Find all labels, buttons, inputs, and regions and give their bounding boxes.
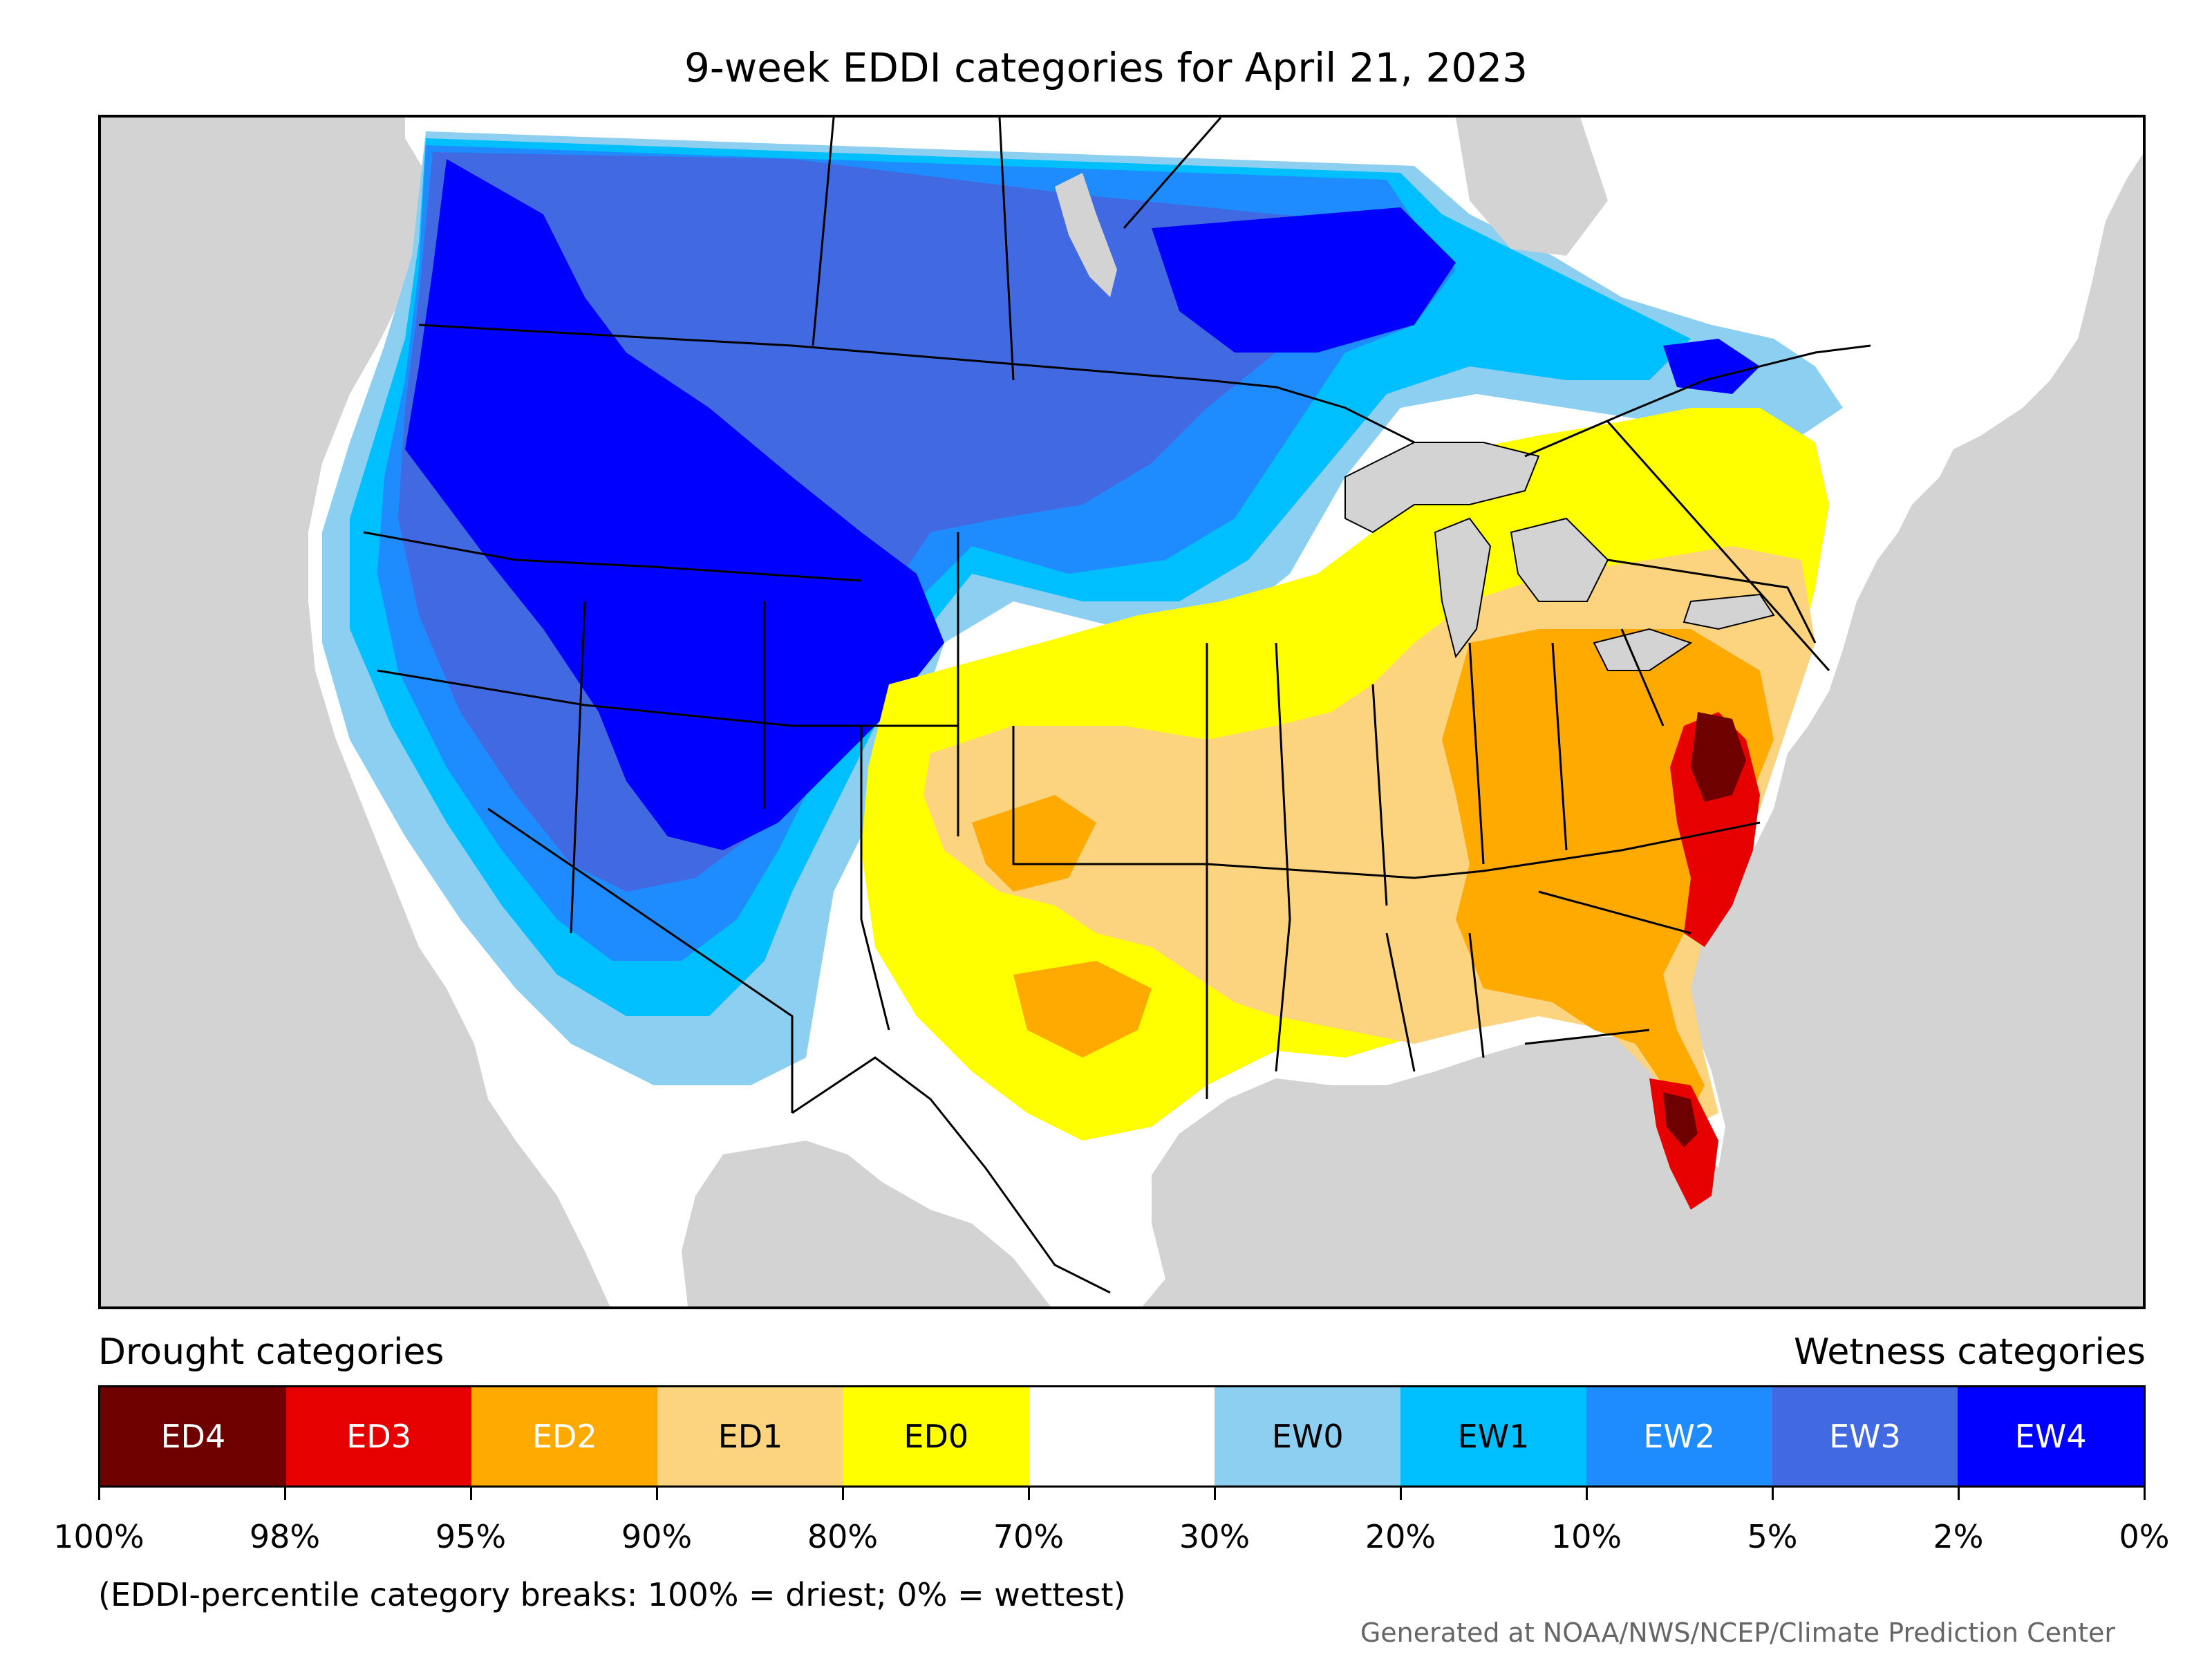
hudson-bay: [1456, 118, 1608, 256]
wetness-categories-label: Wetness categories: [1794, 1331, 2146, 1373]
eddi-map: [98, 115, 2146, 1309]
colorbar-tick-label: 95%: [435, 1518, 507, 1555]
ed2-region-plains: [972, 795, 1096, 892]
great-lakes: [1344, 442, 1775, 671]
colorbar-tick-label: 70%: [993, 1518, 1065, 1555]
credit-text: Generated at NOAA/NWS/NCEP/Climate Predi…: [1360, 1618, 2115, 1648]
colorbar-tick: [1772, 1488, 1774, 1500]
lake-winnipeg: [1055, 173, 1117, 297]
colorbar-tick: [470, 1488, 472, 1500]
colorbar-tick-label: 5%: [1747, 1518, 1798, 1555]
colorbar-segment-ew0: EW0: [1215, 1387, 1401, 1485]
colorbar-ticks: [98, 1488, 2146, 1501]
borders: [363, 118, 1871, 1294]
colorbar-tick: [1028, 1488, 1030, 1500]
colorbar-tick-label: 20%: [1365, 1518, 1436, 1555]
colorbar-tick: [2144, 1488, 2146, 1500]
colorbar-tick: [656, 1488, 658, 1500]
category-breaks-note: (EDDI-percentile category breaks: 100% =…: [98, 1576, 1126, 1613]
colorbar-segment-ew4: EW4: [1958, 1387, 2144, 1485]
colorbar-segment-ew1: EW1: [1400, 1387, 1586, 1485]
category-colorbar: ED4 ED3 ED2 ED1 ED0 EW0 EW1 EW2 EW3 EW4: [98, 1385, 2146, 1488]
map-title: 9-week EDDI categories for April 21, 202…: [684, 44, 1528, 91]
colorbar-tick: [842, 1488, 844, 1500]
ew4-region-east-canada: [1663, 339, 1760, 394]
colorbar-segment-ew2: EW2: [1586, 1387, 1772, 1485]
colorbar-tick-label: 10%: [1550, 1518, 1622, 1555]
colorbar-segment-normal: [1029, 1387, 1215, 1485]
ed4-region-florida: [1663, 1092, 1698, 1147]
ed4-region: [1691, 712, 1746, 802]
colorbar-tick: [284, 1488, 286, 1500]
colorbar-tick-label: 98%: [249, 1518, 321, 1555]
colorbar-segment-ed0: ED0: [843, 1387, 1029, 1485]
ew4-region-north: [1152, 207, 1456, 353]
colorbar-segment-ed4: ED4: [100, 1387, 286, 1485]
ed2-region-texas: [1013, 961, 1152, 1058]
colorbar-segment-ed2: ED2: [471, 1387, 658, 1485]
colorbar-tick: [1400, 1488, 1402, 1500]
drought-categories-label: Drought categories: [98, 1331, 444, 1373]
colorbar-tick-label: 0%: [2119, 1518, 2170, 1555]
colorbar-tick-label: 80%: [807, 1518, 879, 1555]
colorbar-segment-ed3: ED3: [285, 1387, 472, 1485]
colorbar-tick-label: 2%: [1933, 1518, 1984, 1555]
colorbar-tick: [1586, 1488, 1588, 1500]
colorbar-segment-ed1: ED1: [657, 1387, 843, 1485]
colorbar-tick-label: 30%: [1179, 1518, 1250, 1555]
colorbar-segment-ew3: EW3: [1772, 1387, 1958, 1485]
map-canvas: [101, 118, 2143, 1306]
colorbar-tick: [1958, 1488, 1960, 1500]
colorbar-tick-label: 100%: [53, 1518, 144, 1555]
colorbar-tick: [1214, 1488, 1216, 1500]
colorbar-tick-label: 90%: [621, 1518, 693, 1555]
colorbar-tick: [98, 1488, 100, 1500]
